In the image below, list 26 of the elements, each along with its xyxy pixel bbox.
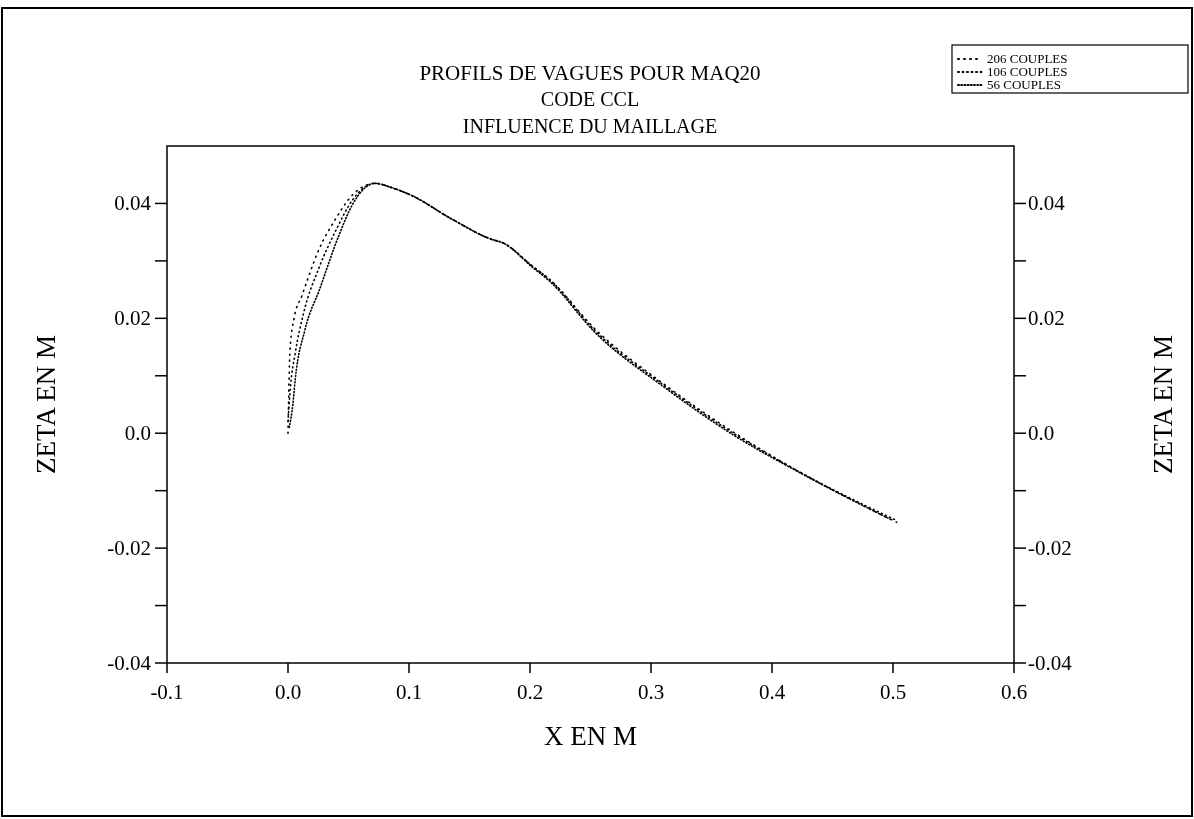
x-tick-label: 0.0 bbox=[274, 680, 302, 704]
x-tick-label: 0.6 bbox=[1000, 680, 1028, 704]
x-tick-label: -0.1 bbox=[150, 680, 184, 704]
y2-tick-label: -0.02 bbox=[1028, 536, 1072, 561]
x-tick-label: 0.3 bbox=[637, 680, 665, 704]
y2-tick-label: 0.04 bbox=[1028, 191, 1066, 216]
chart-subtitle: CODE CCL INFLUENCE DU MAILLAGE bbox=[462, 88, 718, 137]
x-tick-label: 0.1 bbox=[395, 680, 423, 704]
y-tick-label: 0.02 bbox=[114, 306, 151, 331]
x-axis-title: X EN M bbox=[544, 721, 637, 751]
y2-tick-label: 0.0 bbox=[1028, 421, 1055, 446]
legend-label: 106 COUPLES bbox=[987, 64, 1068, 79]
y2-axis-title: ZETA EN M bbox=[1148, 335, 1178, 474]
y-axis-title: ZETA EN M bbox=[31, 335, 61, 474]
y-tick-label: 0.0 bbox=[124, 421, 151, 446]
x-tick-label: 0.4 bbox=[758, 680, 786, 704]
y2-tick-label: 0.02 bbox=[1028, 306, 1065, 331]
x-tick-label: 0.5 bbox=[879, 680, 907, 704]
chart-title: PROFILS DE VAGUES POUR MAQ20 bbox=[419, 61, 761, 85]
legend-label: 206 COUPLES bbox=[987, 51, 1068, 66]
x-tick-label: 0.2 bbox=[516, 680, 544, 704]
y2-tick-label: -0.04 bbox=[1028, 651, 1073, 675]
legend-label: 56 COUPLES bbox=[987, 77, 1062, 92]
y-tick-label: -0.04 bbox=[107, 651, 152, 675]
y-tick-label: 0.04 bbox=[114, 191, 152, 216]
y-tick-label: -0.02 bbox=[107, 536, 151, 561]
